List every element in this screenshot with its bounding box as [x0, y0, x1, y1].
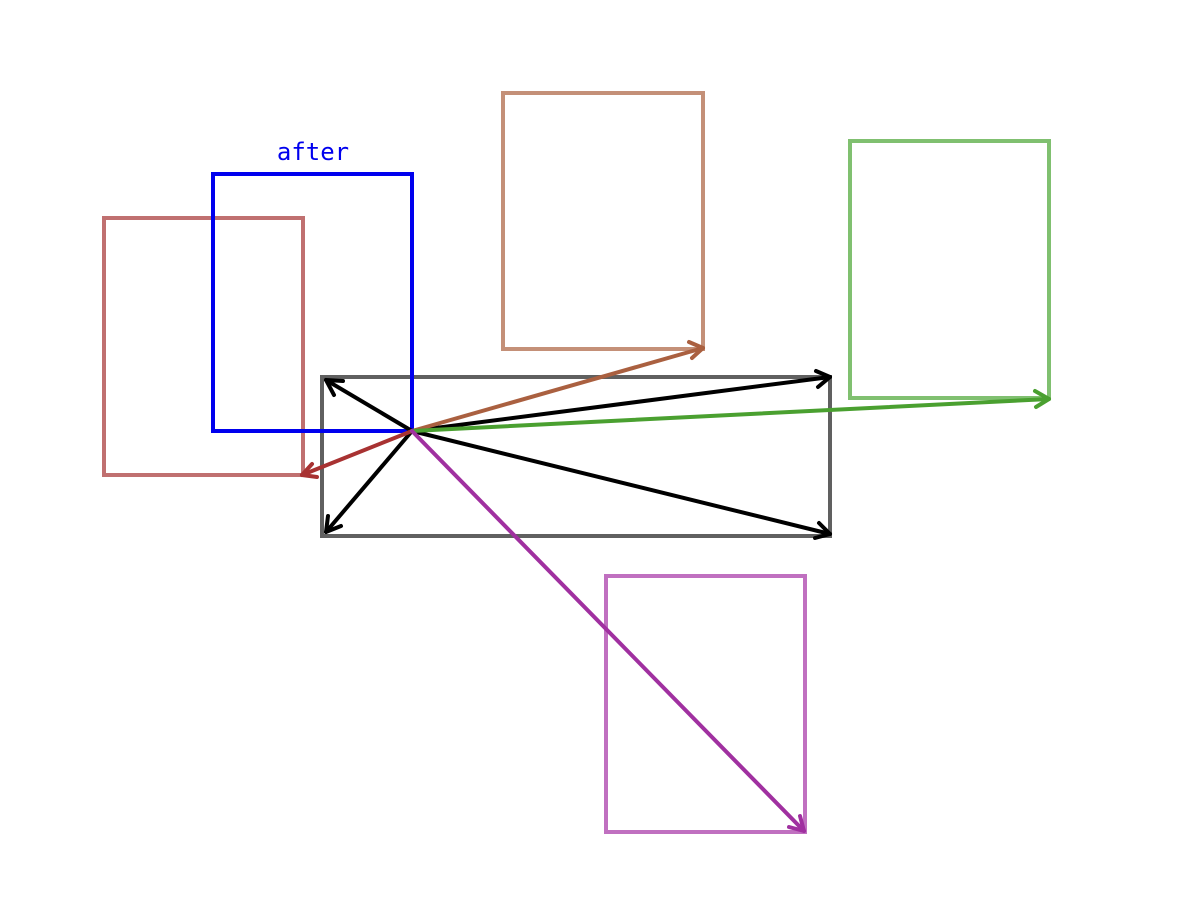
arrow-to-red-box: [300, 429, 414, 479]
region-box-gray: [320, 375, 832, 538]
arrow-to-purple-box: [410, 429, 806, 833]
region-arrow-top-left: [324, 378, 414, 433]
arrow-to-green-box: [410, 389, 1051, 433]
arrow-to-brown-box: [410, 340, 705, 433]
box-purple-bottom: [604, 574, 807, 834]
region-arrow-bottom-left: [324, 429, 414, 534]
box-green-right: [848, 139, 1051, 400]
after-label: after: [277, 138, 349, 166]
box-red-left: [102, 216, 305, 477]
region-arrow-bottom-right: [410, 429, 832, 540]
after-box: [211, 172, 414, 433]
region-arrow-top-right: [410, 369, 832, 433]
box-brown-top: [501, 91, 705, 351]
